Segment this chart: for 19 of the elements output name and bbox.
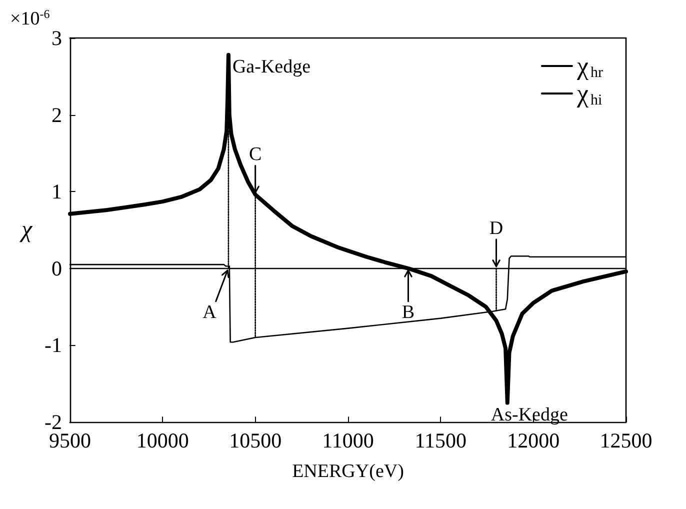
x-axis-title: ENERGY(eV) [292, 461, 404, 482]
y-tick-label: -1 [44, 333, 62, 358]
x-tick-label: 12500 [600, 428, 652, 452]
x-tick-label: 12000 [507, 428, 560, 452]
y-tick-label: 2 [52, 102, 62, 127]
y-axis-title: χ [19, 217, 34, 243]
x-tick-label: 11000 [322, 428, 374, 452]
y-tick-label: 1 [52, 180, 62, 204]
annotation: Ga-Kedge [232, 56, 311, 78]
annotation: C [248, 144, 262, 166]
annotation: A [202, 302, 217, 323]
x-tick-label: 10500 [229, 428, 282, 452]
annotation: B [402, 302, 415, 323]
x-tick-label: 10000 [136, 428, 189, 452]
y-tick-label: 3 [52, 26, 62, 50]
annotation: As-Kedge [490, 404, 568, 426]
annotation: D [489, 218, 504, 239]
y-tick-label: 0 [52, 256, 62, 280]
x-tick-label: 11500 [414, 428, 467, 452]
